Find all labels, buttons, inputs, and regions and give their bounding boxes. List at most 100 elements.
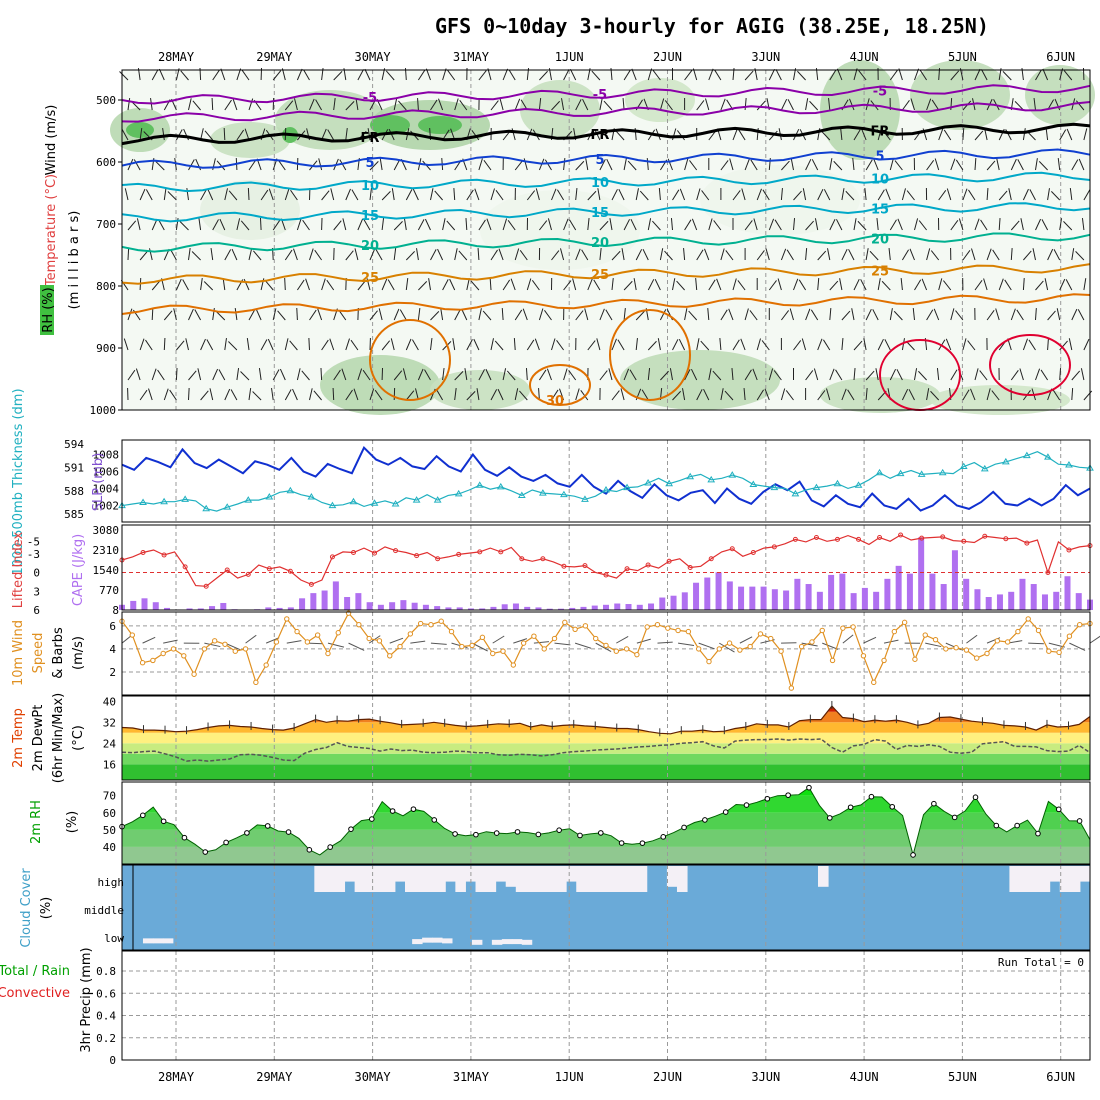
wind-barb xyxy=(341,368,347,381)
wind-barb xyxy=(151,69,159,81)
wind-barb xyxy=(127,369,136,381)
y-tick-label-left: -3 xyxy=(27,548,40,561)
wind-barb xyxy=(393,159,401,171)
li-marker xyxy=(792,536,798,542)
wind-barb xyxy=(841,188,845,201)
wind-barb xyxy=(492,635,505,644)
wind-barb xyxy=(477,247,480,261)
y-tick-label-right: 1006 xyxy=(93,466,120,479)
wind-barb xyxy=(212,219,219,231)
wind-barb xyxy=(1041,219,1049,231)
rh-marker xyxy=(202,849,209,855)
wind-barb xyxy=(889,219,897,231)
y-tick-label-left: 594 xyxy=(64,438,84,451)
cloud-cell-high xyxy=(525,866,537,892)
wind-barb xyxy=(829,158,833,171)
wind-barb xyxy=(829,280,839,291)
wind-barb xyxy=(853,368,856,381)
rh-marker xyxy=(327,844,333,850)
cape-bar xyxy=(501,604,508,610)
wind-barb xyxy=(326,279,335,291)
date-label: 6JUN xyxy=(1046,50,1075,64)
wind-barb xyxy=(307,642,324,645)
wind-barb xyxy=(724,390,734,401)
rh-marker xyxy=(1035,830,1041,837)
y-axis-label: 3hr Precip (mm) xyxy=(79,947,94,1052)
wind-barb xyxy=(934,158,940,171)
wind-barb xyxy=(732,128,738,141)
li-marker xyxy=(308,581,314,587)
wind-barb xyxy=(544,309,552,321)
wind-barb xyxy=(647,218,652,231)
wind-barb xyxy=(339,159,347,171)
rh-marker xyxy=(785,792,791,798)
wind-speed-marker xyxy=(891,628,898,635)
wind-barb xyxy=(539,220,548,231)
wind-barb xyxy=(185,338,189,351)
wind-barb xyxy=(646,158,649,171)
wind-barb xyxy=(679,188,686,201)
panel-frame xyxy=(121,69,1091,411)
wind-barb xyxy=(155,161,165,171)
wind-barb xyxy=(919,69,928,81)
temp-contour xyxy=(121,202,1091,223)
li-marker xyxy=(414,553,420,559)
rh-panel: 40 50 60 70 2m RH (%) xyxy=(29,781,1091,865)
wind-speed-marker xyxy=(541,646,547,652)
contour-label: 25 xyxy=(871,265,889,280)
thickness-marker xyxy=(454,489,463,497)
cape-bar xyxy=(760,586,767,610)
cloud-cell-low xyxy=(491,939,503,945)
cape-bar xyxy=(467,608,474,610)
wind-speed-marker xyxy=(129,632,135,638)
wind-barb xyxy=(241,69,250,81)
rh-marker xyxy=(410,806,417,812)
rh-marker xyxy=(826,815,833,821)
wind-barb xyxy=(962,188,968,201)
cloud-cell-high xyxy=(556,866,567,892)
y-tick-label: 0.4 xyxy=(96,1010,116,1023)
wind-barb xyxy=(563,368,568,381)
rh-marker xyxy=(889,803,896,810)
wind-barb xyxy=(664,250,673,261)
cloud-cell-high xyxy=(1029,866,1041,892)
wind-barb xyxy=(248,159,257,171)
rh-shade xyxy=(1025,65,1095,125)
cape-bar xyxy=(344,597,351,610)
wind-barb xyxy=(621,248,625,261)
wind-barb xyxy=(889,69,898,81)
cape-bar xyxy=(659,597,666,610)
y-axis-label-2: Speed xyxy=(31,633,46,674)
li-marker xyxy=(898,532,904,538)
panel-frame xyxy=(121,611,1091,696)
wind-barb xyxy=(841,310,851,321)
wind-barb xyxy=(998,278,1004,291)
li-marker xyxy=(624,566,630,572)
cape-bar xyxy=(580,606,587,610)
y-tick-label-left: 3 xyxy=(33,585,40,598)
rh-shade xyxy=(200,180,300,240)
wind-barb xyxy=(876,218,879,231)
wind-barb xyxy=(765,248,770,261)
wind-barb xyxy=(851,308,855,321)
cape-bar xyxy=(535,607,542,610)
wind-barb xyxy=(875,368,879,381)
y-axis-label-left: 1000-500mb Thickness (dm) xyxy=(11,388,26,575)
wind-barb xyxy=(393,248,397,261)
wind-barb xyxy=(466,278,470,291)
wind-barb xyxy=(369,388,375,401)
date-label: 3JUN xyxy=(751,50,780,64)
wind-barb xyxy=(863,636,877,644)
wind-barb xyxy=(1019,368,1024,381)
wind-barb xyxy=(248,98,254,111)
wind-barb xyxy=(1083,338,1090,351)
wind-barb xyxy=(519,390,528,401)
wind-barb xyxy=(823,339,831,351)
wind-barb xyxy=(908,389,915,401)
li-marker xyxy=(1066,547,1072,553)
wind-barb xyxy=(236,129,245,141)
wind-barb xyxy=(198,218,202,231)
temp-contour xyxy=(121,148,1091,169)
wind-barb xyxy=(756,100,766,111)
wind-speed-marker xyxy=(768,635,774,642)
